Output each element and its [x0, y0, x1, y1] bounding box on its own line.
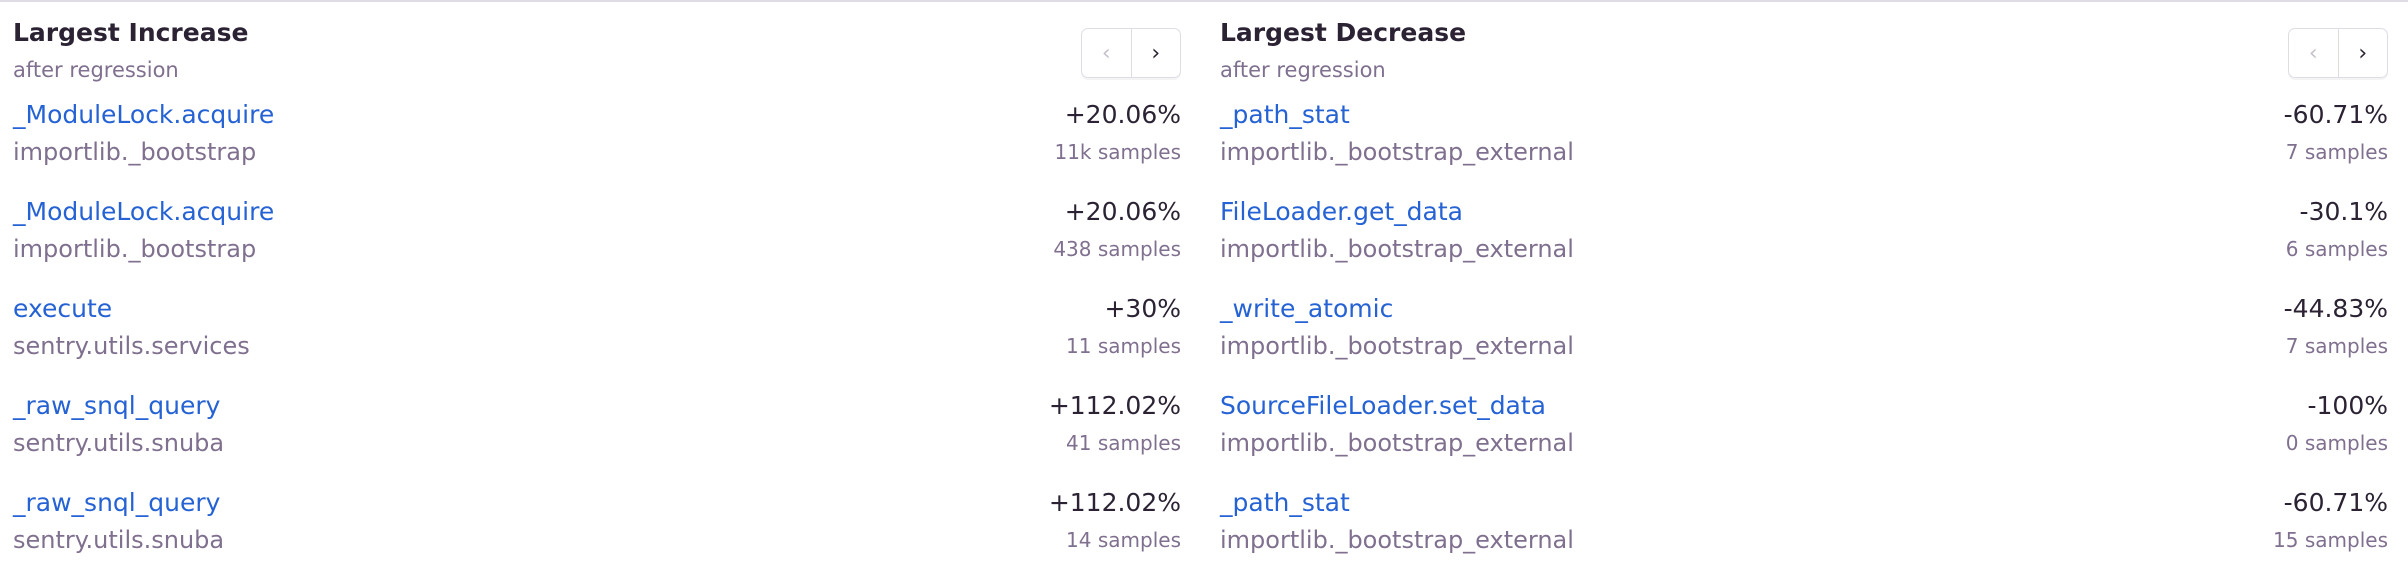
- pagination-buttons: ‹ ›: [1081, 28, 1181, 78]
- next-page-button[interactable]: ›: [1132, 29, 1181, 77]
- module-name: importlib._bootstrap_external: [1220, 429, 1574, 457]
- next-page-button[interactable]: ›: [2339, 29, 2388, 77]
- function-link[interactable]: _write_atomic: [1220, 294, 1394, 323]
- percent-change: +112.02%: [1048, 488, 1181, 517]
- function-row: execute sentry.utils.services +30% 11 sampl…: [13, 294, 1181, 384]
- sample-count: 7 samples: [2285, 334, 2388, 358]
- function-row: _raw_snql_query sentry.utils.snuba +112.02…: [13, 391, 1181, 481]
- module-name: sentry.utils.services: [13, 332, 250, 360]
- previous-page-button[interactable]: ‹: [1082, 29, 1132, 77]
- function-link[interactable]: _raw_snql_query: [13, 488, 221, 517]
- sample-count: 7 samples: [2285, 140, 2388, 164]
- sample-count: 0 samples: [2285, 431, 2388, 455]
- function-row: _write_atomic importlib._bootstrap_extern…: [1220, 294, 2388, 384]
- chevron-right-icon: ›: [1151, 40, 1161, 66]
- pagination-buttons: ‹ ›: [2288, 28, 2388, 78]
- chevron-right-icon: ›: [2358, 40, 2368, 66]
- panel-subtitle: after regression: [1220, 58, 1386, 82]
- function-row: FileLoader.get_data importlib._bootstrap_…: [1220, 197, 2388, 287]
- function-row: _path_stat importlib._bootstrap_external -…: [1220, 100, 2388, 190]
- top-border: [0, 0, 2408, 2]
- module-name: importlib._bootstrap: [13, 235, 257, 263]
- function-link[interactable]: _ModuleLock.acquire: [13, 197, 275, 226]
- percent-change: -30.1%: [2299, 197, 2388, 226]
- sample-count: 14 samples: [1066, 528, 1181, 552]
- sample-count: 15 samples: [2273, 528, 2388, 552]
- sample-count: 6 samples: [2285, 237, 2388, 261]
- panel-subtitle: after regression: [13, 58, 179, 82]
- percent-change: -100%: [2307, 391, 2389, 420]
- percent-change: +112.02%: [1048, 391, 1181, 420]
- function-row: SourceFileLoader.set_data importlib._boot…: [1220, 391, 2388, 481]
- function-link[interactable]: FileLoader.get_data: [1220, 197, 1463, 226]
- percent-change: -60.71%: [2283, 488, 2388, 517]
- function-row: _path_stat importlib._bootstrap_external -…: [1220, 488, 2388, 578]
- chevron-left-icon: ‹: [2308, 40, 2318, 66]
- function-link[interactable]: _ModuleLock.acquire: [13, 100, 275, 129]
- module-name: importlib._bootstrap_external: [1220, 332, 1574, 360]
- sample-count: 11 samples: [1066, 334, 1181, 358]
- percent-change: +20.06%: [1064, 100, 1181, 129]
- percent-change: +30%: [1104, 294, 1181, 323]
- function-row: _ModuleLock.acquire importlib._bootstrap +…: [13, 197, 1181, 287]
- function-link[interactable]: _path_stat: [1220, 488, 1350, 517]
- module-name: sentry.utils.snuba: [13, 526, 225, 554]
- panel-title: Largest Increase: [13, 18, 249, 47]
- module-name: importlib._bootstrap_external: [1220, 526, 1574, 554]
- function-link[interactable]: SourceFileLoader.set_data: [1220, 391, 1547, 420]
- sample-count: 41 samples: [1066, 431, 1181, 455]
- module-name: importlib._bootstrap_external: [1220, 138, 1574, 166]
- percent-change: -60.71%: [2283, 100, 2388, 129]
- function-link[interactable]: _raw_snql_query: [13, 391, 221, 420]
- module-name: sentry.utils.snuba: [13, 429, 225, 457]
- percent-change: -44.83%: [2283, 294, 2388, 323]
- function-row: _ModuleLock.acquire importlib._bootstrap +…: [13, 100, 1181, 190]
- function-link[interactable]: _path_stat: [1220, 100, 1350, 129]
- previous-page-button[interactable]: ‹: [2289, 29, 2339, 77]
- chevron-left-icon: ‹: [1101, 40, 1111, 66]
- module-name: importlib._bootstrap: [13, 138, 257, 166]
- sample-count: 438 samples: [1053, 237, 1181, 261]
- module-name: importlib._bootstrap_external: [1220, 235, 1574, 263]
- sample-count: 11k samples: [1054, 140, 1181, 164]
- panel-title: Largest Decrease: [1220, 18, 1467, 47]
- function-row: _raw_snql_query sentry.utils.snuba +112.02…: [13, 488, 1181, 578]
- function-link[interactable]: execute: [13, 294, 113, 323]
- percent-change: +20.06%: [1064, 197, 1181, 226]
